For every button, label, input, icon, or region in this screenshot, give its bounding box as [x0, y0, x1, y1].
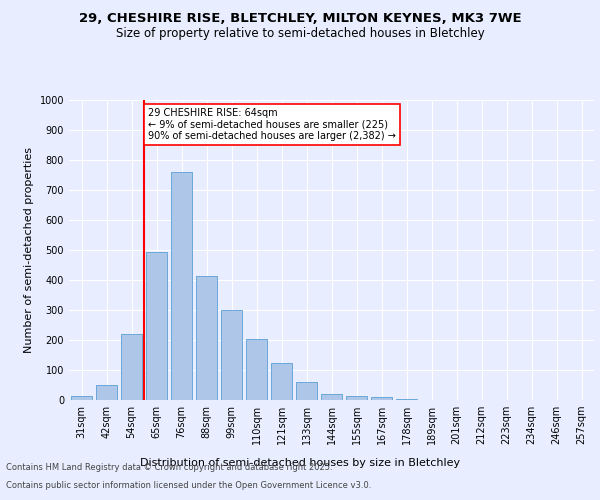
- Bar: [346, 396, 367, 400]
- Bar: [71, 396, 92, 400]
- Bar: [146, 252, 167, 400]
- Text: Size of property relative to semi-detached houses in Bletchley: Size of property relative to semi-detach…: [116, 28, 484, 40]
- Bar: [121, 334, 142, 400]
- Bar: [246, 338, 267, 400]
- Bar: [396, 399, 417, 400]
- Text: 29, CHESHIRE RISE, BLETCHLEY, MILTON KEYNES, MK3 7WE: 29, CHESHIRE RISE, BLETCHLEY, MILTON KEY…: [79, 12, 521, 26]
- Bar: [221, 310, 242, 400]
- Bar: [371, 397, 392, 400]
- Text: Distribution of semi-detached houses by size in Bletchley: Distribution of semi-detached houses by …: [140, 458, 460, 468]
- Text: Contains public sector information licensed under the Open Government Licence v3: Contains public sector information licen…: [6, 481, 371, 490]
- Bar: [196, 276, 217, 400]
- Y-axis label: Number of semi-detached properties: Number of semi-detached properties: [24, 147, 34, 353]
- Bar: [296, 382, 317, 400]
- Bar: [96, 385, 117, 400]
- Text: Contains HM Land Registry data © Crown copyright and database right 2025.: Contains HM Land Registry data © Crown c…: [6, 464, 332, 472]
- Bar: [171, 172, 192, 400]
- Bar: [271, 362, 292, 400]
- Text: 29 CHESHIRE RISE: 64sqm
← 9% of semi-detached houses are smaller (225)
90% of se: 29 CHESHIRE RISE: 64sqm ← 9% of semi-det…: [148, 108, 395, 140]
- Bar: [321, 394, 342, 400]
